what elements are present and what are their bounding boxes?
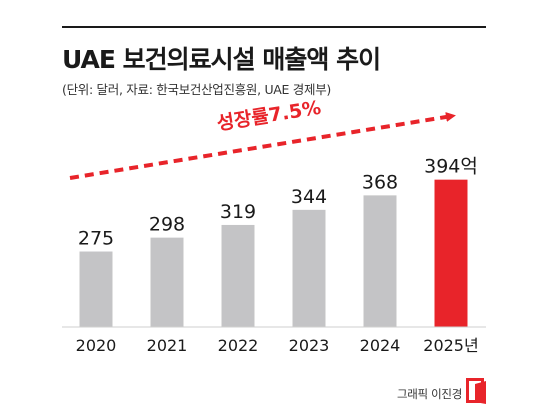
bar-2023	[292, 209, 326, 327]
data-label-2020: 275	[78, 228, 114, 250]
chart-subtitle: (단위: 달러, 자료: 한국보건산업진흥원, UAE 경제부)	[62, 82, 331, 97]
chart-title: UAE 보건의료시설 매출액 추이	[62, 45, 381, 74]
bar-2020	[79, 251, 113, 327]
growth-rate-label: 성장률7.5%	[215, 97, 322, 135]
x-tick-label-2020: 2020	[76, 336, 117, 355]
x-tick-label-2023: 2023	[289, 336, 330, 355]
bar-2022	[221, 224, 255, 327]
data-label-2023: 344	[291, 186, 327, 208]
x-tick-label-2025년: 2025년	[423, 336, 478, 355]
data-label-2025년: 394억	[424, 156, 478, 178]
x-tick-label-2024: 2024	[360, 336, 401, 355]
graphic-credit: 그래픽 이진경	[396, 387, 462, 401]
data-label-2021: 298	[149, 214, 185, 236]
data-label-2024: 368	[362, 171, 398, 193]
data-label-2022: 319	[220, 201, 256, 223]
x-tick-label-2022: 2022	[218, 336, 259, 355]
bar-2025년	[434, 179, 468, 327]
bar-2024	[363, 195, 397, 327]
publisher-logo-icon	[466, 378, 486, 404]
x-tick-label-2021: 2021	[147, 336, 188, 355]
growth-arrow	[69, 112, 456, 180]
bar-2021	[150, 237, 184, 327]
top-rule	[62, 26, 486, 28]
